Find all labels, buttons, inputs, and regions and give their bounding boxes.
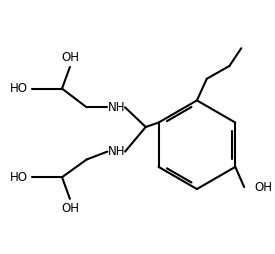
Text: NH: NH — [108, 145, 125, 158]
Text: OH: OH — [61, 51, 79, 64]
Text: HO: HO — [10, 82, 28, 95]
Text: OH: OH — [61, 202, 79, 215]
Text: OH: OH — [254, 181, 272, 194]
Text: HO: HO — [10, 171, 28, 184]
Text: NH: NH — [108, 101, 125, 114]
